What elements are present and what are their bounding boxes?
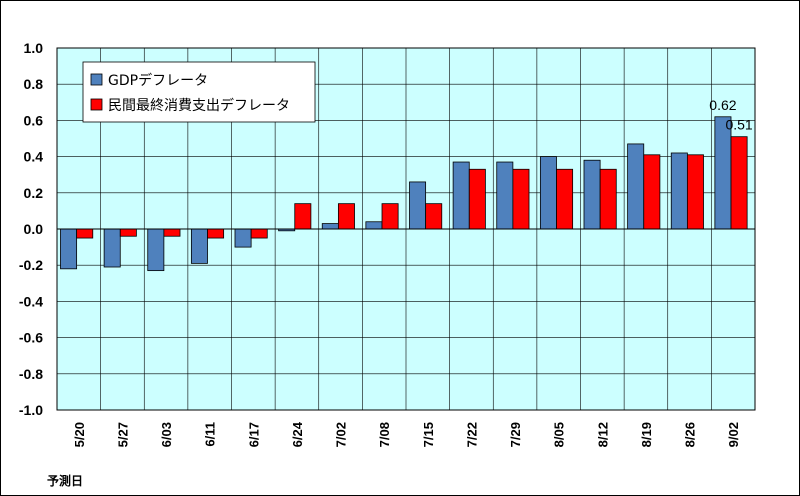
y-axis: 1.0 0.8 0.6 0.4 0.2 0.0 -0.2 -0.4 -0.6 -0.8 -1.0 xyxy=(19,40,43,418)
y-tick-label: 0.0 xyxy=(24,221,44,237)
y-tick-label: -0.2 xyxy=(19,257,43,273)
bar-consumption-deflator xyxy=(294,203,312,230)
x-tick-label: 6/11 xyxy=(203,422,218,447)
bars xyxy=(60,116,748,272)
bar-consumption-deflator xyxy=(512,168,530,230)
x-tick-label: 8/26 xyxy=(683,422,698,447)
x-tick-label: 7/15 xyxy=(421,422,436,447)
bar-gdp-deflator xyxy=(365,221,383,230)
data-label: 0.62 xyxy=(709,97,736,113)
bar-consumption-deflator xyxy=(207,228,225,239)
bar-gdp-deflator xyxy=(103,228,121,268)
x-tick-label: 6/24 xyxy=(290,421,305,447)
bar-gdp-deflator xyxy=(452,161,470,230)
bar-consumption-deflator xyxy=(643,154,661,230)
x-tick-label: 7/08 xyxy=(377,422,392,447)
bar-gdp-deflator xyxy=(627,143,645,230)
bar-gdp-deflator xyxy=(714,116,732,230)
bar-consumption-deflator xyxy=(163,228,181,237)
data-labels: 0.62 0.51 xyxy=(709,97,753,133)
bar-consumption-deflator xyxy=(119,228,137,237)
bar-gdp-deflator xyxy=(147,228,165,272)
y-tick-label: -1.0 xyxy=(19,402,43,418)
bar-gdp-deflator xyxy=(60,228,78,270)
x-tick-label: 6/03 xyxy=(159,422,174,447)
bar-gdp-deflator xyxy=(496,161,514,230)
y-tick-label: 0.4 xyxy=(24,149,44,165)
plot-border xyxy=(56,47,756,411)
x-tick-label: 7/29 xyxy=(508,422,523,447)
bar-consumption-deflator xyxy=(599,168,617,230)
bar-gdp-deflator xyxy=(321,223,339,230)
x-tick-label: 7/22 xyxy=(464,422,479,447)
bar-consumption-deflator xyxy=(556,168,574,230)
bar-gdp-deflator xyxy=(234,228,252,248)
x-tick-label: 5/20 xyxy=(72,422,87,447)
bar-consumption-deflator xyxy=(730,136,748,230)
bar-gdp-deflator xyxy=(190,228,208,264)
legend-box xyxy=(82,61,316,123)
bar-gdp-deflator xyxy=(670,152,688,230)
legend-label: 民間最終消費支出デフレータ xyxy=(108,97,290,114)
x-tick-label: 8/12 xyxy=(595,422,610,447)
bar-consumption-deflator xyxy=(381,203,399,230)
bar-gdp-deflator xyxy=(539,156,557,230)
bar-gdp-deflator xyxy=(583,159,601,230)
y-tick-label: 1.0 xyxy=(24,40,44,56)
bar-consumption-deflator xyxy=(468,168,486,230)
x-tick-label: 8/19 xyxy=(639,422,654,447)
bar-consumption-deflator xyxy=(76,228,94,239)
legend-label: GDPデフレータ xyxy=(108,72,208,89)
legend-swatch xyxy=(90,98,103,111)
y-tick-label: -0.8 xyxy=(19,366,43,382)
bar-consumption-deflator xyxy=(686,154,704,230)
bar-consumption-deflator xyxy=(250,228,268,239)
y-tick-label: -0.4 xyxy=(19,293,43,309)
data-label: 0.51 xyxy=(725,117,752,133)
y-tick-label: 0.6 xyxy=(24,112,44,128)
x-axis: 5/20 5/27 6/03 6/11 6/17 6/24 7/02 7/08 7/15 7/22… xyxy=(72,421,741,447)
legend-swatch xyxy=(90,73,103,86)
y-tick-label: 0.2 xyxy=(24,185,44,201)
x-tick-label: 6/17 xyxy=(246,422,261,447)
bar-consumption-deflator xyxy=(337,203,355,230)
y-tick-label: 0.8 xyxy=(24,76,44,92)
x-tick-label: 5/27 xyxy=(115,422,130,447)
x-tick-label: 8/05 xyxy=(552,422,567,447)
x-axis-title: 予測日 xyxy=(47,474,84,488)
bar-gdp-deflator xyxy=(409,181,427,230)
bar-consumption-deflator xyxy=(425,203,443,230)
x-tick-label: 9/02 xyxy=(726,422,741,447)
x-tick-label: 7/02 xyxy=(334,422,349,447)
y-tick-label: -0.6 xyxy=(19,330,43,346)
